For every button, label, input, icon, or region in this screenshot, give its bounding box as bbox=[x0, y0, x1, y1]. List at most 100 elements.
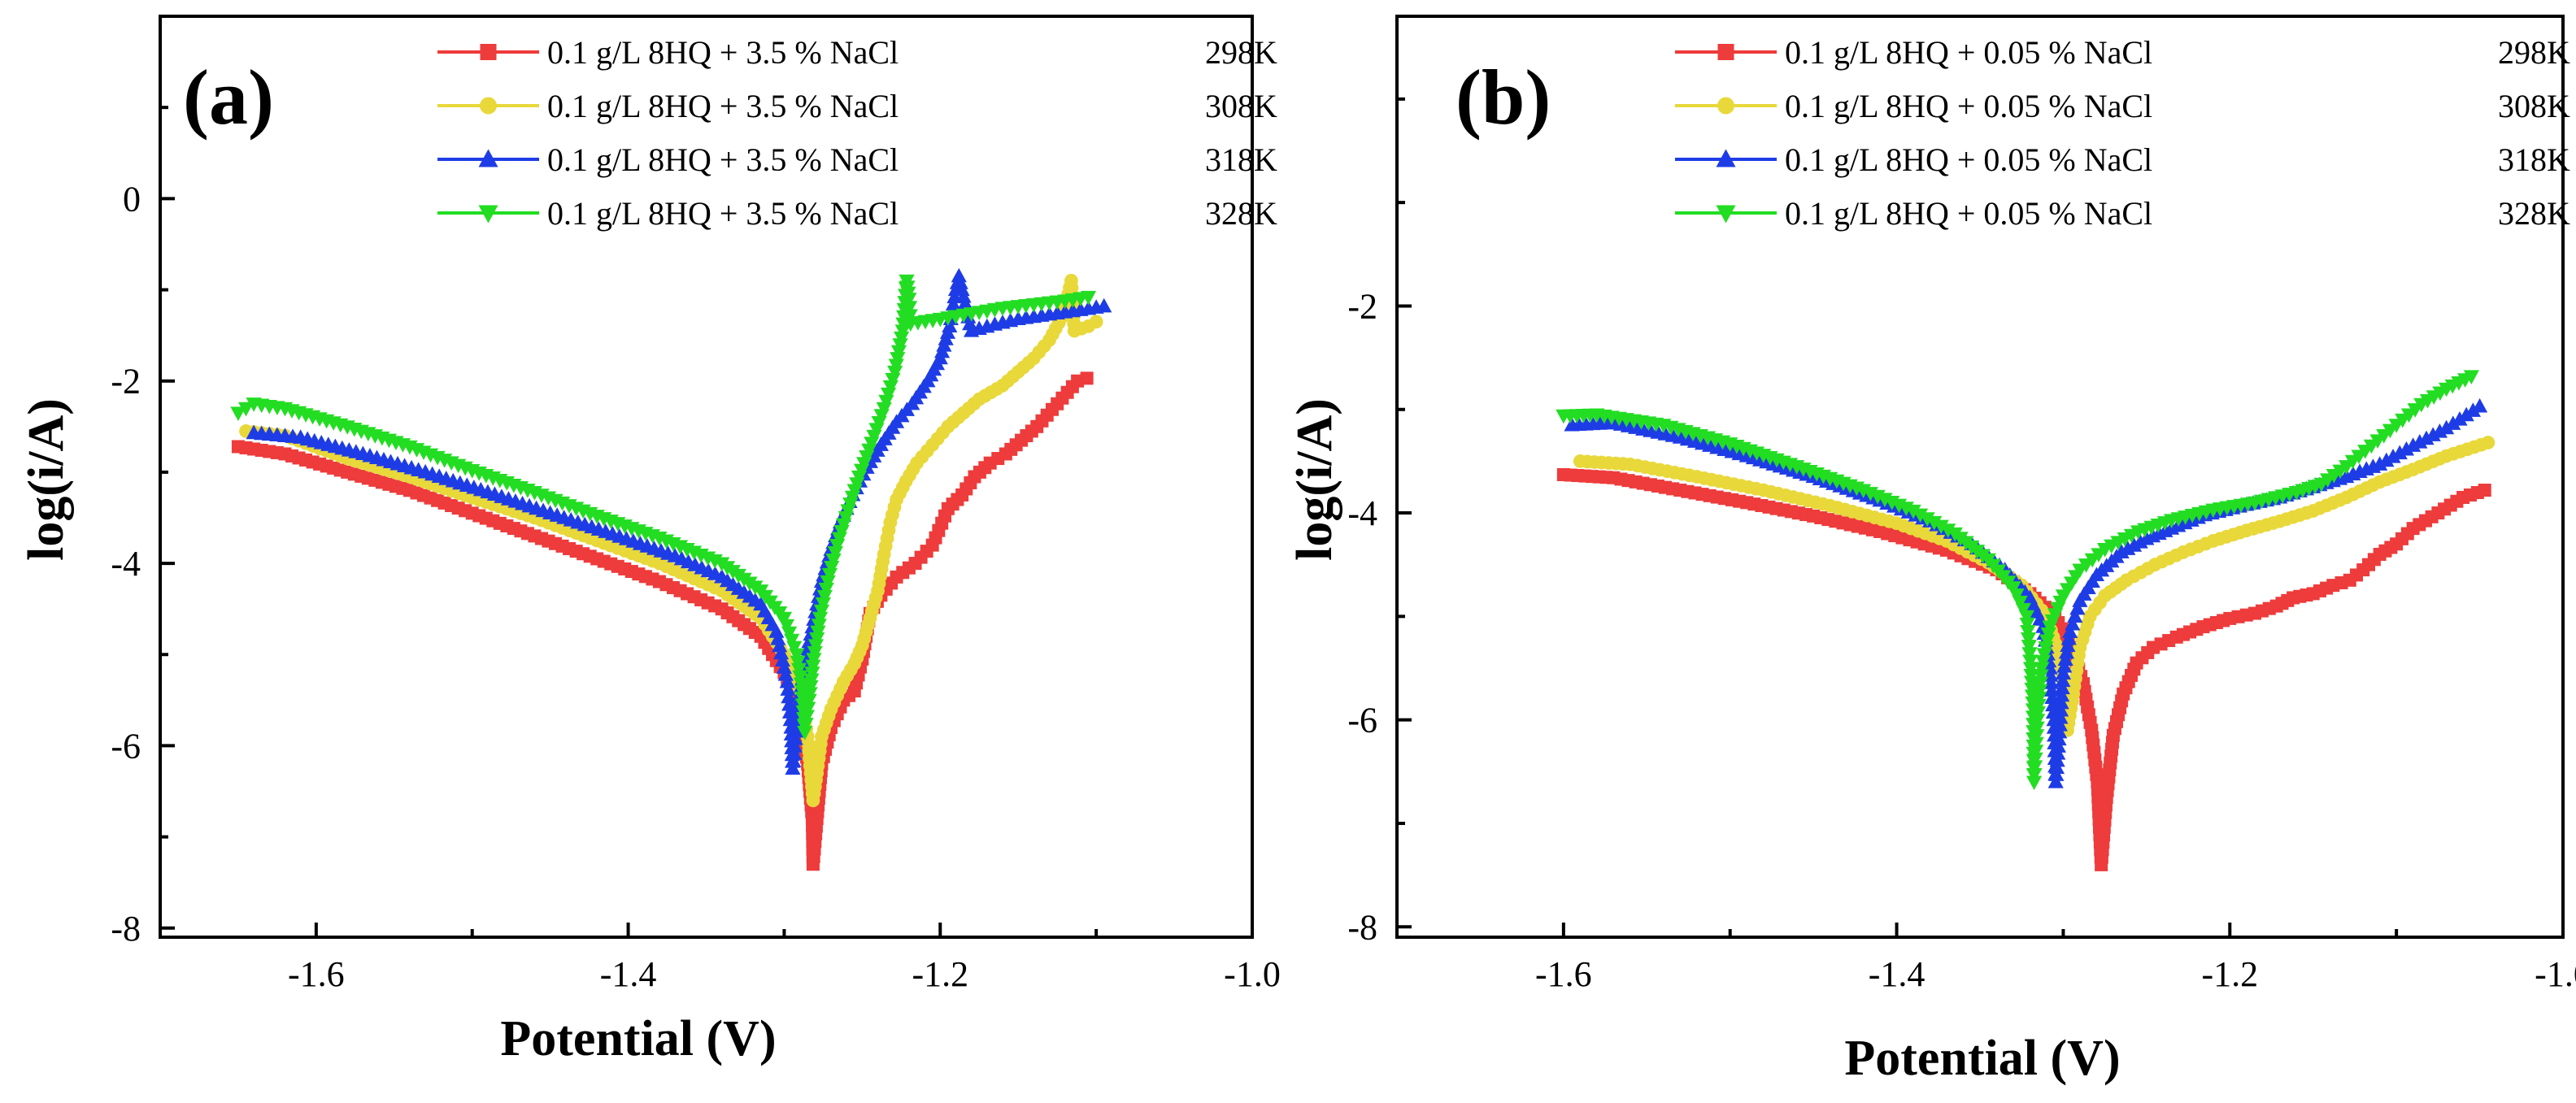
legend-item: 0.1 g/L 8HQ + 0.05 % NaCl 328K bbox=[1675, 195, 2570, 232]
data-point bbox=[2005, 581, 2021, 596]
data-point bbox=[2021, 640, 2037, 654]
data-point bbox=[800, 701, 816, 717]
data-point bbox=[811, 619, 827, 633]
data-point bbox=[2027, 752, 2043, 767]
data-point bbox=[781, 688, 797, 704]
data-point bbox=[770, 631, 786, 645]
data-point bbox=[2029, 729, 2045, 744]
data-point bbox=[890, 352, 906, 367]
data-point bbox=[2012, 595, 2028, 610]
data-point bbox=[890, 345, 907, 360]
data-point bbox=[2385, 449, 2401, 463]
legend-marker bbox=[480, 97, 497, 115]
data-point bbox=[2458, 406, 2474, 422]
legend-item: 0.1 g/L 8HQ + 3.5 % NaCl 298K bbox=[437, 34, 1277, 71]
y-axis-title: log(i/A) bbox=[1287, 398, 1342, 561]
data-point bbox=[2033, 669, 2049, 684]
data-point bbox=[821, 567, 838, 583]
data-point bbox=[825, 553, 842, 568]
data-point bbox=[894, 324, 911, 340]
panel-label: (b) bbox=[1456, 54, 1551, 141]
data-point bbox=[778, 619, 795, 634]
data-point bbox=[788, 723, 804, 738]
legend: 0.1 g/L 8HQ + 0.05 % NaCl 298K 0.1 g/L 8HQ… bbox=[1675, 34, 2570, 232]
data-point bbox=[813, 604, 830, 619]
data-point bbox=[776, 611, 793, 627]
legend-temperature: 328K bbox=[1205, 195, 1277, 232]
data-point bbox=[2043, 675, 2060, 689]
legend-label: 0.1 g/L 8HQ + 3.5 % NaCl bbox=[547, 195, 899, 232]
data-point bbox=[2052, 717, 2068, 732]
data-point bbox=[815, 597, 831, 612]
legend-label: 0.1 g/L 8HQ + 0.05 % NaCl bbox=[1785, 141, 2152, 178]
data-point bbox=[2069, 600, 2086, 615]
legend-item: 0.1 g/L 8HQ + 3.5 % NaCl 308K bbox=[437, 88, 1277, 124]
y-tick-label: -2 bbox=[111, 362, 141, 402]
x-axis: -1.6 -1.4 -1.2 -1.0 bbox=[1395, 923, 2576, 994]
panel-b: -8 -6 -4 -2 -1.6 -1.4 -1.2 -1.0 Potential (V) log… bbox=[1287, 15, 2576, 1086]
data-point bbox=[2015, 602, 2031, 618]
data-point bbox=[772, 637, 788, 653]
data-point bbox=[945, 296, 962, 311]
data-point bbox=[2020, 632, 2037, 647]
legend-temperature: 298K bbox=[2498, 34, 2570, 71]
data-point bbox=[786, 745, 803, 760]
data-point bbox=[812, 611, 829, 627]
y-axis: -8 -6 -4 -2 0 bbox=[111, 15, 175, 949]
data-point bbox=[2065, 615, 2081, 631]
x-tick-label: -1.6 bbox=[1535, 954, 1592, 994]
data-point bbox=[804, 667, 820, 681]
data-series-group bbox=[1556, 370, 2496, 871]
legend-label: 0.1 g/L 8HQ + 0.05 % NaCl bbox=[1785, 195, 2152, 232]
data-point bbox=[798, 710, 816, 724]
data-point bbox=[1080, 371, 1094, 385]
data-point bbox=[2028, 745, 2044, 759]
data-point bbox=[1912, 508, 1929, 523]
y-tick-label: -4 bbox=[111, 544, 141, 584]
data-point bbox=[2028, 736, 2044, 752]
data-point bbox=[786, 641, 803, 656]
legend-marker bbox=[1716, 149, 1736, 167]
data-point bbox=[2022, 654, 2039, 669]
data-point bbox=[957, 295, 973, 310]
data-point bbox=[810, 625, 826, 641]
data-point bbox=[1933, 519, 1949, 535]
data-point bbox=[824, 560, 840, 575]
data-point bbox=[809, 632, 825, 647]
data-point bbox=[785, 760, 801, 775]
x-axis: -1.6 -1.4 -1.2 -1.0 bbox=[159, 923, 1281, 994]
x-axis-title: Potential (V) bbox=[1844, 1031, 2120, 1086]
data-point bbox=[787, 731, 803, 745]
x-tick-label: -1.2 bbox=[2201, 954, 2258, 994]
data-point bbox=[1940, 523, 1956, 538]
data-point bbox=[786, 738, 803, 753]
data-point bbox=[230, 406, 246, 421]
data-point bbox=[951, 267, 967, 283]
data-point bbox=[2372, 456, 2388, 471]
data-point bbox=[2391, 445, 2408, 460]
y-tick-label: 0 bbox=[123, 179, 141, 219]
data-point bbox=[1919, 512, 1935, 527]
data-point bbox=[2378, 452, 2395, 467]
y-tick-label: -2 bbox=[1347, 286, 1377, 326]
plot-frame bbox=[1395, 15, 2565, 939]
y-axis-title: log(i/A) bbox=[19, 398, 74, 561]
legend-marker bbox=[1717, 97, 1734, 115]
legend-label: 0.1 g/L 8HQ + 3.5 % NaCl bbox=[547, 34, 899, 71]
data-point bbox=[2032, 676, 2048, 692]
data-point bbox=[2008, 588, 2025, 603]
data-point bbox=[2036, 648, 2052, 663]
data-point bbox=[2032, 684, 2048, 699]
data-point bbox=[2052, 709, 2069, 724]
data-point bbox=[2055, 672, 2071, 688]
data-point bbox=[807, 639, 825, 654]
data-point bbox=[805, 659, 821, 675]
data-point bbox=[785, 753, 802, 767]
data-point bbox=[801, 693, 817, 709]
data-point bbox=[2054, 680, 2070, 695]
x-tick-label: -1.0 bbox=[2535, 954, 2576, 994]
data-point bbox=[2452, 410, 2468, 426]
legend-marker bbox=[478, 205, 498, 224]
